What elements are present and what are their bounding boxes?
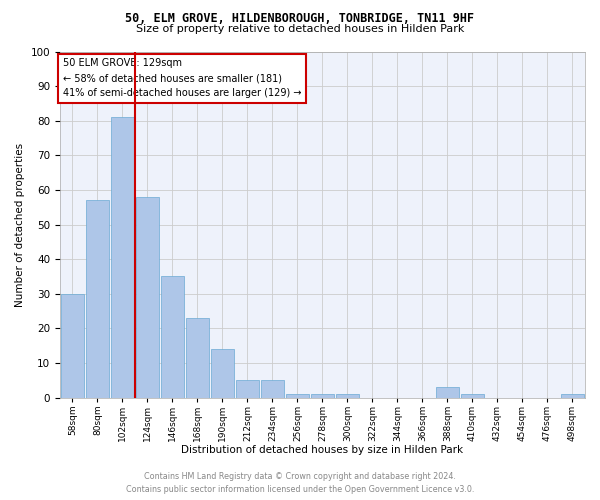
Bar — [561, 394, 584, 398]
Bar — [236, 380, 259, 398]
Bar — [211, 349, 233, 398]
Bar — [161, 276, 184, 398]
Bar — [86, 200, 109, 398]
Y-axis label: Number of detached properties: Number of detached properties — [15, 142, 25, 306]
Bar — [286, 394, 308, 398]
Text: Size of property relative to detached houses in Hilden Park: Size of property relative to detached ho… — [136, 24, 464, 34]
Bar — [436, 387, 459, 398]
Bar — [111, 117, 134, 398]
Bar — [186, 318, 209, 398]
Bar — [136, 197, 158, 398]
X-axis label: Distribution of detached houses by size in Hilden Park: Distribution of detached houses by size … — [181, 445, 464, 455]
Bar — [261, 380, 284, 398]
Bar — [336, 394, 359, 398]
Bar — [461, 394, 484, 398]
Text: 50 ELM GROVE: 129sqm
← 58% of detached houses are smaller (181)
41% of semi-deta: 50 ELM GROVE: 129sqm ← 58% of detached h… — [62, 58, 301, 98]
Bar — [61, 294, 83, 398]
Text: Contains HM Land Registry data © Crown copyright and database right 2024.
Contai: Contains HM Land Registry data © Crown c… — [126, 472, 474, 494]
Bar — [311, 394, 334, 398]
Text: 50, ELM GROVE, HILDENBOROUGH, TONBRIDGE, TN11 9HF: 50, ELM GROVE, HILDENBOROUGH, TONBRIDGE,… — [125, 12, 475, 26]
